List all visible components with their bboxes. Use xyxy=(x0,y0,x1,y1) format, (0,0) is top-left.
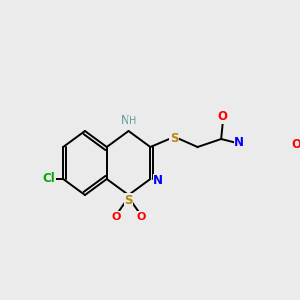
Text: S: S xyxy=(124,194,133,206)
Text: Cl: Cl xyxy=(43,172,56,185)
Text: O: O xyxy=(136,212,146,222)
Text: N: N xyxy=(234,136,244,148)
Text: N: N xyxy=(121,115,130,128)
Text: S: S xyxy=(170,133,178,146)
Text: O: O xyxy=(291,137,300,151)
Text: N: N xyxy=(153,175,163,188)
Text: O: O xyxy=(111,212,121,222)
Text: O: O xyxy=(218,110,228,124)
Text: H: H xyxy=(129,116,136,126)
